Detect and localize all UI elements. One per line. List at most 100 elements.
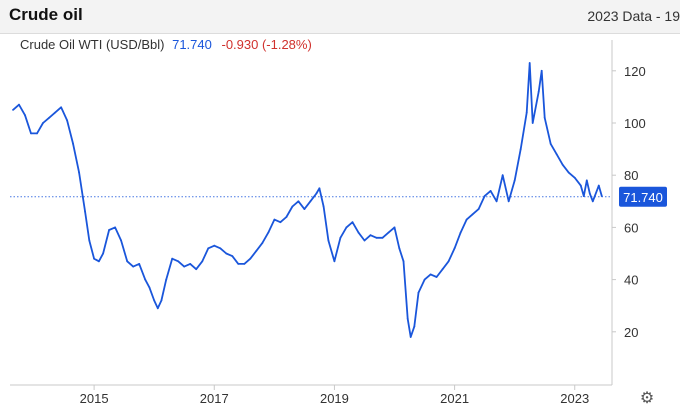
data-point: [417, 291, 420, 294]
data-point: [138, 263, 141, 265]
data-point: [18, 103, 20, 106]
data-point: [108, 229, 110, 231]
data-point: [273, 218, 276, 221]
data-point: [591, 200, 594, 203]
data-point: [327, 239, 330, 242]
data-point: [471, 213, 474, 216]
data-point: [507, 200, 510, 203]
data-point: [369, 234, 372, 237]
data-point: [573, 176, 576, 179]
data-point: [540, 69, 543, 72]
data-point: [60, 106, 62, 109]
data-point: [345, 226, 348, 229]
data-point: [195, 268, 198, 271]
x-tick-label: 2019: [320, 391, 349, 406]
data-point: [126, 260, 129, 263]
data-point: [114, 226, 116, 229]
data-point: [318, 187, 321, 190]
data-point: [561, 163, 564, 166]
data-point: [525, 111, 528, 114]
data-point: [309, 200, 312, 203]
data-point: [447, 260, 450, 263]
data-point: [42, 122, 44, 124]
data-point: [423, 278, 426, 281]
data-point: [495, 200, 498, 203]
data-point: [144, 278, 147, 281]
data-point: [66, 119, 68, 122]
data-point: [201, 260, 204, 263]
data-point: [297, 200, 300, 203]
data-point: [549, 143, 552, 145]
data-point: [322, 205, 325, 208]
data-point: [72, 143, 74, 145]
data-point: [393, 226, 396, 229]
x-tick-label: 2021: [440, 391, 469, 406]
data-point: [429, 273, 432, 276]
data-point: [231, 255, 234, 257]
data-point: [98, 260, 100, 263]
data-point: [398, 247, 401, 250]
data-point: [237, 263, 240, 265]
data-point: [387, 231, 390, 234]
data-point: [93, 257, 95, 260]
data-point: [36, 132, 38, 135]
data-point: [585, 179, 588, 182]
data-point: [381, 236, 384, 239]
data-point: [285, 216, 288, 218]
price-tag: [619, 186, 667, 207]
data-point: [153, 299, 156, 302]
data-point: [261, 242, 264, 245]
data-point: [501, 174, 504, 177]
x-tick-label: 2023: [560, 391, 589, 406]
y-tick-label: 120: [624, 64, 646, 79]
data-point: [519, 148, 522, 151]
y-tick-label: 40: [624, 273, 638, 288]
data-point: [402, 260, 405, 263]
x-tick-label: 2015: [80, 391, 109, 406]
data-point: [213, 244, 216, 247]
data-point: [315, 192, 318, 195]
data-point: [333, 260, 336, 263]
data-point: [84, 210, 86, 213]
data-point: [453, 247, 456, 250]
data-point: [30, 132, 32, 135]
legend-change: -0.930 (-1.28%): [221, 37, 312, 52]
data-point: [160, 299, 163, 302]
data-point: [120, 239, 122, 242]
y-tick-label: 100: [624, 116, 646, 131]
data-point: [528, 62, 531, 64]
data-point: [207, 247, 210, 250]
data-point: [441, 268, 444, 271]
legend-series-name: Crude Oil WTI (USD/Bbl): [20, 37, 165, 52]
data-point: [489, 190, 492, 192]
data-point: [165, 278, 168, 281]
data-point: [459, 231, 462, 234]
data-point: [156, 307, 159, 310]
data-point: [339, 236, 342, 239]
data-point: [588, 192, 591, 195]
data-point: [279, 221, 282, 224]
data-point: [48, 116, 50, 119]
data-point: [409, 336, 412, 338]
data-point: [78, 171, 80, 174]
data-point: [537, 90, 540, 93]
y-tick-label: 80: [624, 168, 638, 183]
data-point: [148, 286, 151, 289]
y-tick-label: 20: [624, 325, 638, 340]
y-tick-label: 60: [624, 220, 638, 235]
data-point: [465, 218, 468, 221]
page-title: Crude oil: [9, 5, 83, 24]
data-period-link[interactable]: 2023 Data - 19: [587, 8, 680, 24]
data-point: [24, 114, 26, 117]
data-point: [132, 265, 135, 268]
chart-legend: Crude Oil WTI (USD/Bbl) 71.740 -0.930 (-…: [20, 37, 312, 52]
data-point: [406, 317, 409, 320]
data-point: [531, 122, 534, 124]
data-point: [102, 252, 104, 255]
data-point: [177, 260, 180, 263]
gear-icon[interactable]: ⚙: [639, 390, 655, 407]
data-point: [291, 205, 294, 208]
data-point: [357, 231, 360, 234]
data-point: [351, 221, 354, 224]
